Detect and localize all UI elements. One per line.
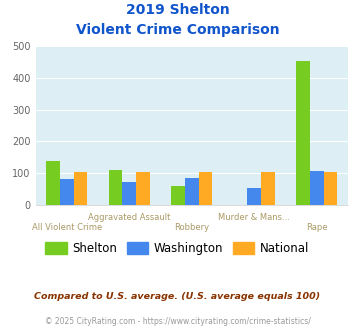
Bar: [310, 171, 323, 205]
Bar: [198, 172, 212, 205]
Text: Murder & Mans...: Murder & Mans...: [218, 213, 290, 222]
Bar: [247, 188, 261, 205]
Text: Violent Crime Comparison: Violent Crime Comparison: [76, 23, 279, 37]
Bar: [136, 172, 150, 205]
Bar: [185, 178, 198, 205]
Text: Rape: Rape: [306, 223, 327, 232]
Text: All Violent Crime: All Violent Crime: [32, 223, 102, 232]
Bar: [122, 182, 136, 205]
Text: Compared to U.S. average. (U.S. average equals 100): Compared to U.S. average. (U.S. average …: [34, 292, 321, 301]
Bar: [296, 61, 310, 205]
Text: © 2025 CityRating.com - https://www.cityrating.com/crime-statistics/: © 2025 CityRating.com - https://www.city…: [45, 317, 310, 326]
Text: Aggravated Assault: Aggravated Assault: [88, 213, 170, 222]
Bar: [46, 161, 60, 205]
Bar: [323, 172, 337, 205]
Bar: [109, 170, 122, 205]
Bar: [171, 185, 185, 205]
Bar: [261, 172, 275, 205]
Text: Robbery: Robbery: [174, 223, 209, 232]
Bar: [60, 179, 73, 205]
Bar: [73, 172, 87, 205]
Text: 2019 Shelton: 2019 Shelton: [126, 3, 229, 17]
Legend: Shelton, Washington, National: Shelton, Washington, National: [41, 237, 314, 259]
